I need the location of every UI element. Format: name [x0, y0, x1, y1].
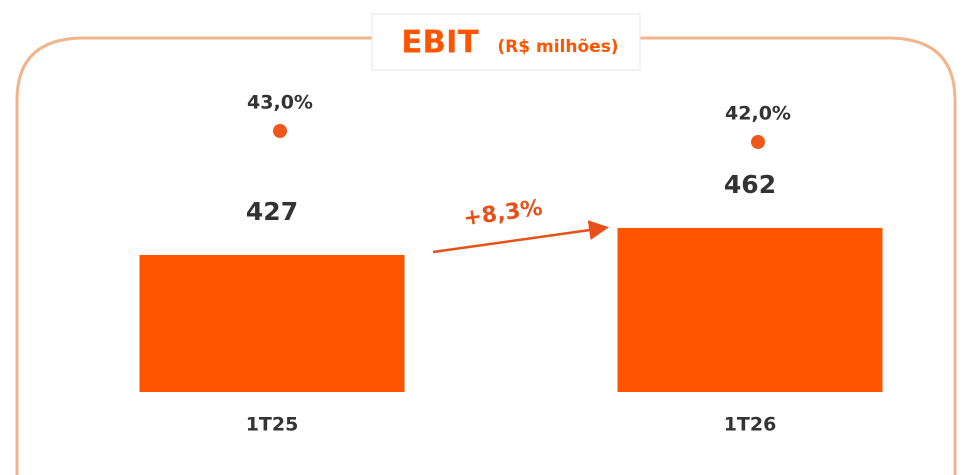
- x-tick-label: 1T25: [246, 414, 299, 436]
- bar: [139, 255, 405, 392]
- value-label: 427: [246, 197, 298, 226]
- bar: [617, 227, 883, 392]
- chart-title: EBIT: [401, 25, 479, 61]
- growth-arrow: [432, 220, 609, 254]
- x-tick-label: 1T26: [724, 414, 777, 436]
- title-box: [371, 13, 641, 71]
- margin-dot: [273, 124, 287, 138]
- margin-label: 43,0%: [247, 92, 313, 114]
- margin-label: 42,0%: [725, 103, 791, 125]
- value-label: 462: [724, 170, 776, 199]
- margin-dot: [751, 135, 765, 149]
- chart-subtitle: (R$ milhões): [497, 37, 618, 57]
- growth-annotation: +8,3%: [462, 196, 544, 232]
